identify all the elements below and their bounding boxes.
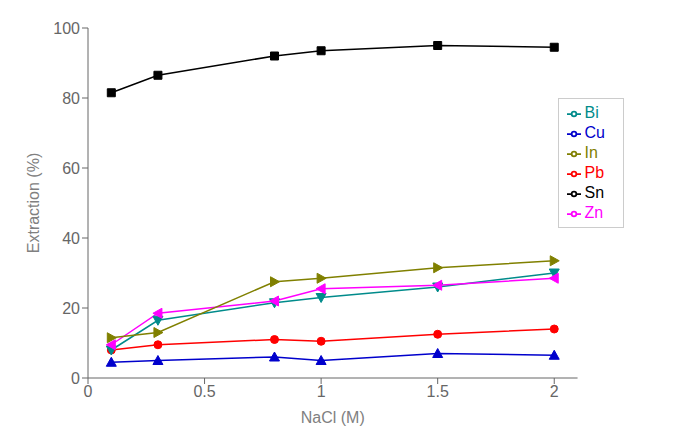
svg-text:20: 20 xyxy=(62,300,80,317)
svg-text:NaCl (M): NaCl (M) xyxy=(301,409,365,426)
svg-text:80: 80 xyxy=(62,90,80,107)
svg-text:0.5: 0.5 xyxy=(193,383,215,400)
html-text:Cu: Cu xyxy=(584,124,605,141)
svg-text:0: 0 xyxy=(84,383,93,400)
html-text:Sn: Sn xyxy=(584,184,605,201)
svg-text:40: 40 xyxy=(62,230,80,247)
svg-text:60: 60 xyxy=(62,160,80,177)
svg-text:0: 0 xyxy=(71,370,80,387)
html-text:In: In xyxy=(584,144,598,161)
html-text:Pb: Pb xyxy=(584,164,605,181)
svg-text:2: 2 xyxy=(550,383,559,400)
svg-text:Extraction (%): Extraction (%) xyxy=(25,153,42,253)
html-text:Bi: Bi xyxy=(584,104,599,121)
svg-text:1.5: 1.5 xyxy=(427,383,449,400)
svg-text:1: 1 xyxy=(317,383,326,400)
html-text:Zn: Zn xyxy=(584,204,604,221)
svg-text:100: 100 xyxy=(53,20,80,37)
